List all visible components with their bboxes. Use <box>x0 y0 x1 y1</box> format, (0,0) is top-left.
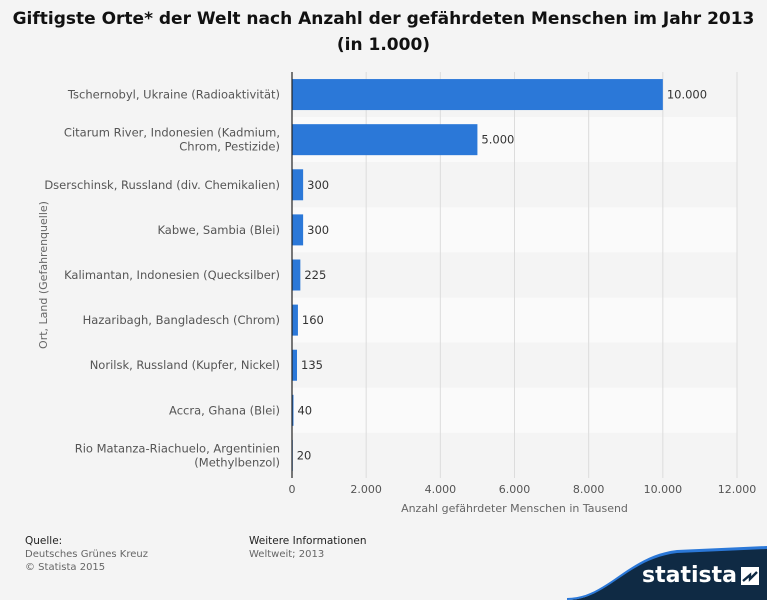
value-label: 160 <box>302 313 324 327</box>
x-tick-label: 4.000 <box>425 483 457 496</box>
x-tick-label: 6.000 <box>499 483 531 496</box>
value-label: 300 <box>307 178 329 192</box>
bar <box>292 349 298 381</box>
bar <box>292 259 301 291</box>
category-label: Accra, Ghana (Blei) <box>169 403 280 417</box>
bar <box>292 214 304 246</box>
y-axis-title: Ort, Land (Gefahrenquelle) <box>37 201 50 349</box>
bar <box>292 169 304 201</box>
value-label: 5.000 <box>481 133 514 147</box>
statista-icon <box>741 567 759 585</box>
x-tick-label: 12.000 <box>718 483 757 496</box>
statista-logo[interactable]: statista <box>567 540 767 600</box>
x-tick-label: 10.000 <box>644 483 683 496</box>
category-label: Citarum River, Indonesien (Kadmium, Chrom… <box>64 126 280 154</box>
value-label: 40 <box>297 403 312 417</box>
category-label: Rio Matanza-Riachuelo, Argentinien (Methy… <box>75 441 280 469</box>
source-heading: Quelle: <box>25 535 63 547</box>
value-label: 225 <box>304 268 326 282</box>
value-label: 10.000 <box>667 88 707 102</box>
bar <box>292 394 294 426</box>
value-label: 300 <box>307 223 329 237</box>
bar <box>292 79 663 111</box>
bar <box>292 304 298 336</box>
category-label: Kabwe, Sambia (Blei) <box>157 223 280 237</box>
info-heading[interactable]: Weitere Informationen <box>249 535 367 547</box>
x-tick-label: 0 <box>289 483 296 496</box>
info-line: Weltweit; 2013 <box>249 549 325 560</box>
value-label: 135 <box>301 358 323 372</box>
logo-background <box>567 546 767 600</box>
category-label: Dserschinsk, Russland (div. Chemikalien) <box>44 178 280 192</box>
value-label: 20 <box>297 448 312 462</box>
category-label: Norilsk, Russland (Kupfer, Nickel) <box>90 358 280 372</box>
x-tick-label: 2.000 <box>350 483 382 496</box>
x-axis-title: Anzahl gefährdeter Menschen in Tausend <box>401 502 628 515</box>
chart-title: Giftigste Orte* der Welt nach Anzahl der… <box>12 9 755 55</box>
category-label: Hazaribagh, Bangladesch (Chrom) <box>83 313 280 327</box>
source-line: Deutsches Grünes Kreuz <box>25 549 148 560</box>
copyright-line: © Statista 2015 <box>25 562 106 573</box>
category-label: Kalimantan, Indonesien (Quecksilber) <box>64 268 280 282</box>
bar <box>292 124 478 156</box>
x-tick-label: 8.000 <box>573 483 605 496</box>
brand-name: statista <box>642 563 737 588</box>
category-label: Tschernobyl, Ukraine (Radioaktivität) <box>67 88 280 102</box>
info-block: Weitere Informationen Weltweit; 2013 <box>249 535 367 561</box>
source-block: Quelle: Deutsches Grünes Kreuz © Statist… <box>25 535 148 574</box>
